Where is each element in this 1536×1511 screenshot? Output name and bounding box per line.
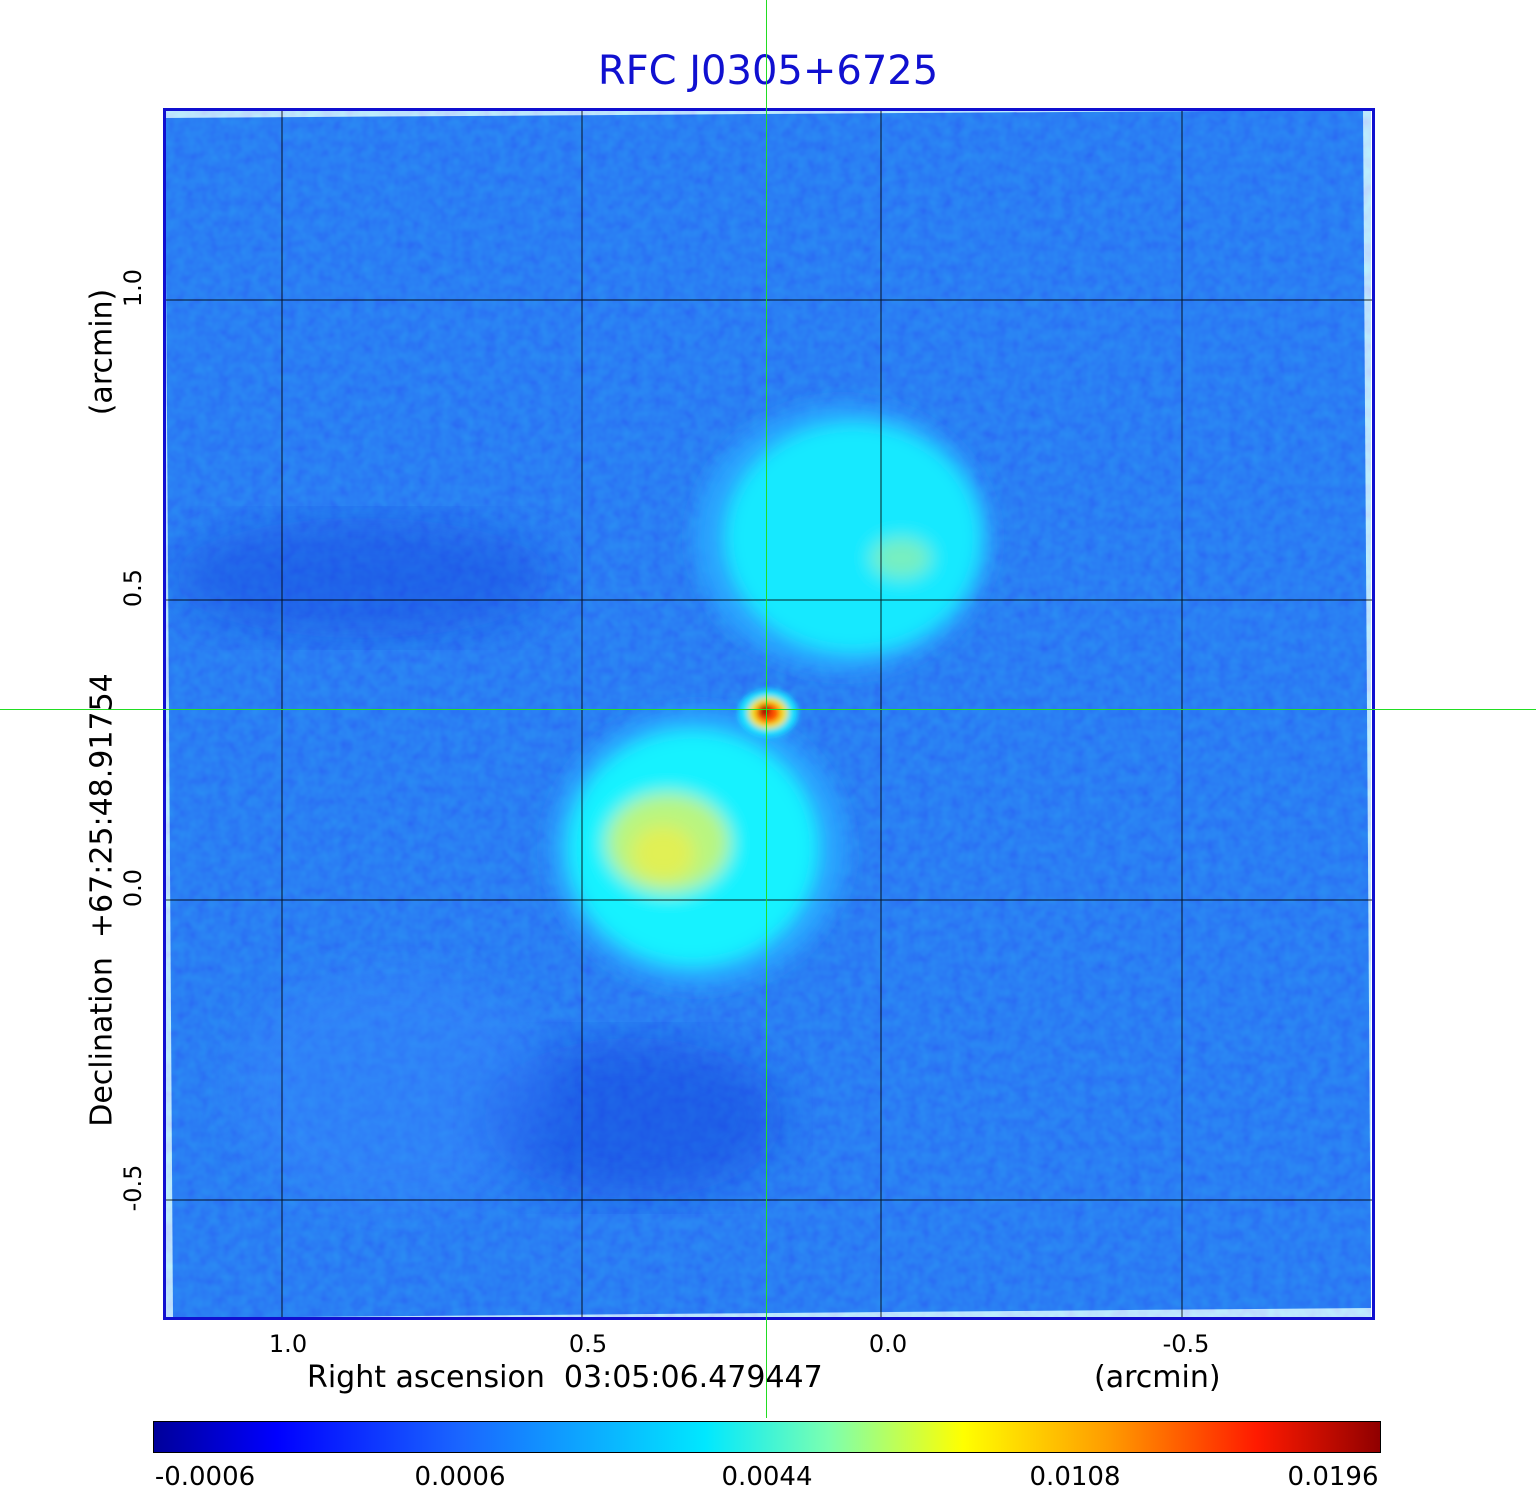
- north-lobe: [693, 403, 993, 673]
- y-tick-label: 0.5: [119, 568, 147, 608]
- x-tick-label: 0.5: [568, 1330, 608, 1358]
- radio-image-canvas: [163, 108, 1375, 1320]
- radio-image[interactable]: [163, 108, 1375, 1320]
- colorbar: [153, 1421, 1381, 1453]
- y-tick-label: -0.5: [119, 1164, 147, 1212]
- colorbar-label: 0.0006: [414, 1462, 506, 1492]
- image-frame: [163, 108, 1375, 1320]
- colorbar-label: 0.0044: [721, 1462, 813, 1492]
- x-axis-label: Right ascension 03:05:06.479447: [307, 1360, 823, 1395]
- colorbar-label: -0.0006: [154, 1462, 256, 1492]
- x-tick-label: -0.5: [1162, 1330, 1210, 1358]
- crosshair-horizontal: [0, 709, 1536, 710]
- y-tick-label: 0.0: [119, 868, 147, 908]
- y-axis-label: Declination +67:25:48.91754: [84, 673, 120, 1127]
- coordinate-grid: [163, 108, 1375, 1320]
- x-axis-unit: (arcmin): [1094, 1360, 1221, 1395]
- colorbar-label: 0.0108: [1029, 1462, 1121, 1492]
- image-title: RFC J0305+6725: [597, 48, 939, 94]
- core: [738, 689, 798, 737]
- dark-patch-1: [173, 518, 553, 638]
- y-axis-unit: (arcmin): [84, 288, 120, 416]
- light-patch: [233, 968, 553, 1208]
- y-tick-label: 1.0: [119, 268, 147, 308]
- x-tick-label: 1.0: [268, 1330, 308, 1358]
- dark-patch-2: [483, 1038, 783, 1198]
- colorbar-label: 0.0196: [1287, 1462, 1379, 1492]
- south-lobe: [548, 708, 848, 988]
- x-tick-label: 0.0: [868, 1330, 908, 1358]
